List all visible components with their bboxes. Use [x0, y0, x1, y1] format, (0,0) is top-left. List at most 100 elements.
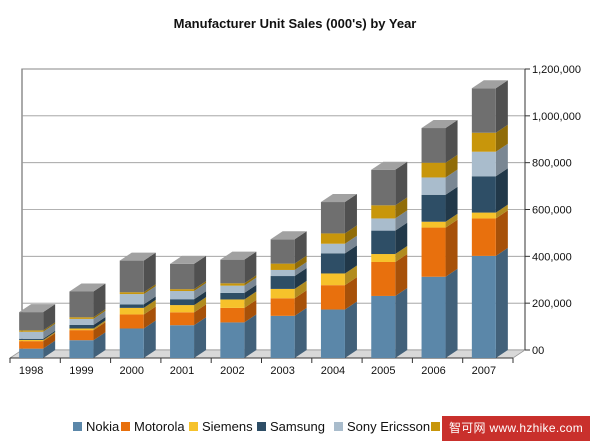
y-tick-label: 00 — [532, 345, 544, 357]
bar-segment-side — [395, 197, 408, 219]
bar-segment-side — [495, 247, 508, 358]
bar-segment — [19, 312, 44, 331]
bar-segment-side — [445, 169, 458, 195]
bar-segment — [471, 255, 496, 358]
bar-segment — [170, 289, 195, 292]
bar-segment — [320, 233, 345, 244]
bar-segment-side — [344, 235, 357, 254]
bar-segment-side — [93, 320, 106, 331]
x-tick-label: 1999 — [69, 365, 93, 377]
bar-segment-side — [395, 253, 408, 296]
bar-segment — [371, 261, 396, 296]
bar-segment — [119, 328, 144, 358]
bar-segment — [220, 285, 245, 293]
bar-segment — [270, 269, 295, 277]
bar-stack — [421, 120, 458, 358]
bar-top — [270, 231, 307, 240]
bar-segment — [270, 276, 295, 289]
bar-segment — [371, 169, 396, 206]
legend-label: Siemens — [202, 419, 253, 434]
bar-top — [421, 120, 458, 129]
bar-segment-side — [194, 317, 207, 358]
bar-segment-side — [244, 275, 257, 286]
x-tick-label: 2000 — [120, 365, 144, 377]
bar-segment-side — [294, 255, 307, 270]
bar-segment — [421, 177, 446, 195]
bar-top — [119, 252, 156, 261]
bar-segment — [19, 339, 44, 342]
bar-segment — [170, 299, 195, 306]
bar-segment — [119, 307, 144, 315]
bar-segment-side — [445, 219, 458, 277]
bar-segment — [69, 328, 94, 331]
bar-segment — [170, 325, 195, 358]
bar-segment-side — [495, 168, 508, 213]
bar-segment-side — [344, 225, 357, 244]
bar-segment-side — [445, 120, 458, 163]
bar-segment — [320, 253, 345, 274]
bar-segment — [270, 298, 295, 316]
bar-segment-side — [294, 268, 307, 289]
y-tick-label: 200,000 — [532, 298, 572, 310]
y-tick-label: 400,000 — [532, 251, 572, 263]
bar-segment-side — [445, 268, 458, 358]
bar-stack — [471, 80, 508, 358]
bar-segment — [371, 230, 396, 255]
legend-swatch — [189, 422, 198, 431]
bar-segment-side — [344, 194, 357, 234]
bar-segment-side — [93, 283, 106, 318]
bar-segment — [119, 292, 144, 295]
legend-label: Nokia — [86, 419, 120, 434]
y-tick-label: 600,000 — [532, 205, 572, 217]
bar-segment — [69, 318, 94, 325]
bar-top — [220, 251, 257, 260]
bar-segment — [371, 254, 396, 262]
bar-segment — [421, 221, 446, 228]
bar-segment-side — [43, 323, 56, 339]
bar-segment — [119, 294, 144, 305]
y-tick-label: 800,000 — [532, 158, 572, 170]
bar-segment-side — [194, 281, 207, 292]
bar-segment — [471, 218, 496, 256]
bar-segment-side — [445, 213, 458, 228]
bar-segment-side — [143, 286, 156, 305]
y-tick-label: 1,200,000 — [532, 64, 581, 76]
bar-segment-side — [194, 304, 207, 326]
bar-segment-side — [244, 299, 257, 323]
bar-segment-side — [194, 291, 207, 306]
bar-segment-side — [93, 310, 106, 325]
x-tick-label: 2004 — [321, 365, 345, 377]
legend-label: Samsung — [270, 419, 325, 434]
x-tick-label: 2003 — [270, 365, 294, 377]
bar-segment — [421, 128, 446, 163]
bar-segment — [69, 324, 94, 329]
bar-segment-side — [445, 186, 458, 222]
bar-segment — [170, 305, 195, 313]
bar-segment-side — [294, 231, 307, 264]
bar-segment-side — [244, 277, 257, 293]
bar-segment — [170, 312, 195, 326]
x-tick-label: 2001 — [170, 365, 194, 377]
legend-swatch — [257, 422, 266, 431]
bar-stack — [19, 304, 56, 358]
bar-segment — [320, 243, 345, 254]
bar-segment — [471, 88, 496, 133]
bar-segment-side — [194, 255, 207, 290]
bar-segment-side — [244, 284, 257, 300]
bar-segment — [371, 295, 396, 358]
x-tick-label: 2002 — [220, 365, 244, 377]
bar-segment-side — [395, 210, 408, 231]
bar-segment — [270, 239, 295, 264]
bar-segment — [220, 322, 245, 358]
bar-segment — [170, 291, 195, 300]
bar-segment-side — [445, 154, 458, 178]
bar-stack — [320, 194, 357, 358]
legend-swatch — [334, 422, 343, 431]
bar-segment-side — [43, 340, 56, 358]
bar-segment — [19, 330, 44, 332]
bar-segment — [471, 212, 496, 219]
bar-segment — [119, 314, 144, 329]
bar-segment-side — [93, 322, 106, 341]
bar-segment — [421, 227, 446, 277]
